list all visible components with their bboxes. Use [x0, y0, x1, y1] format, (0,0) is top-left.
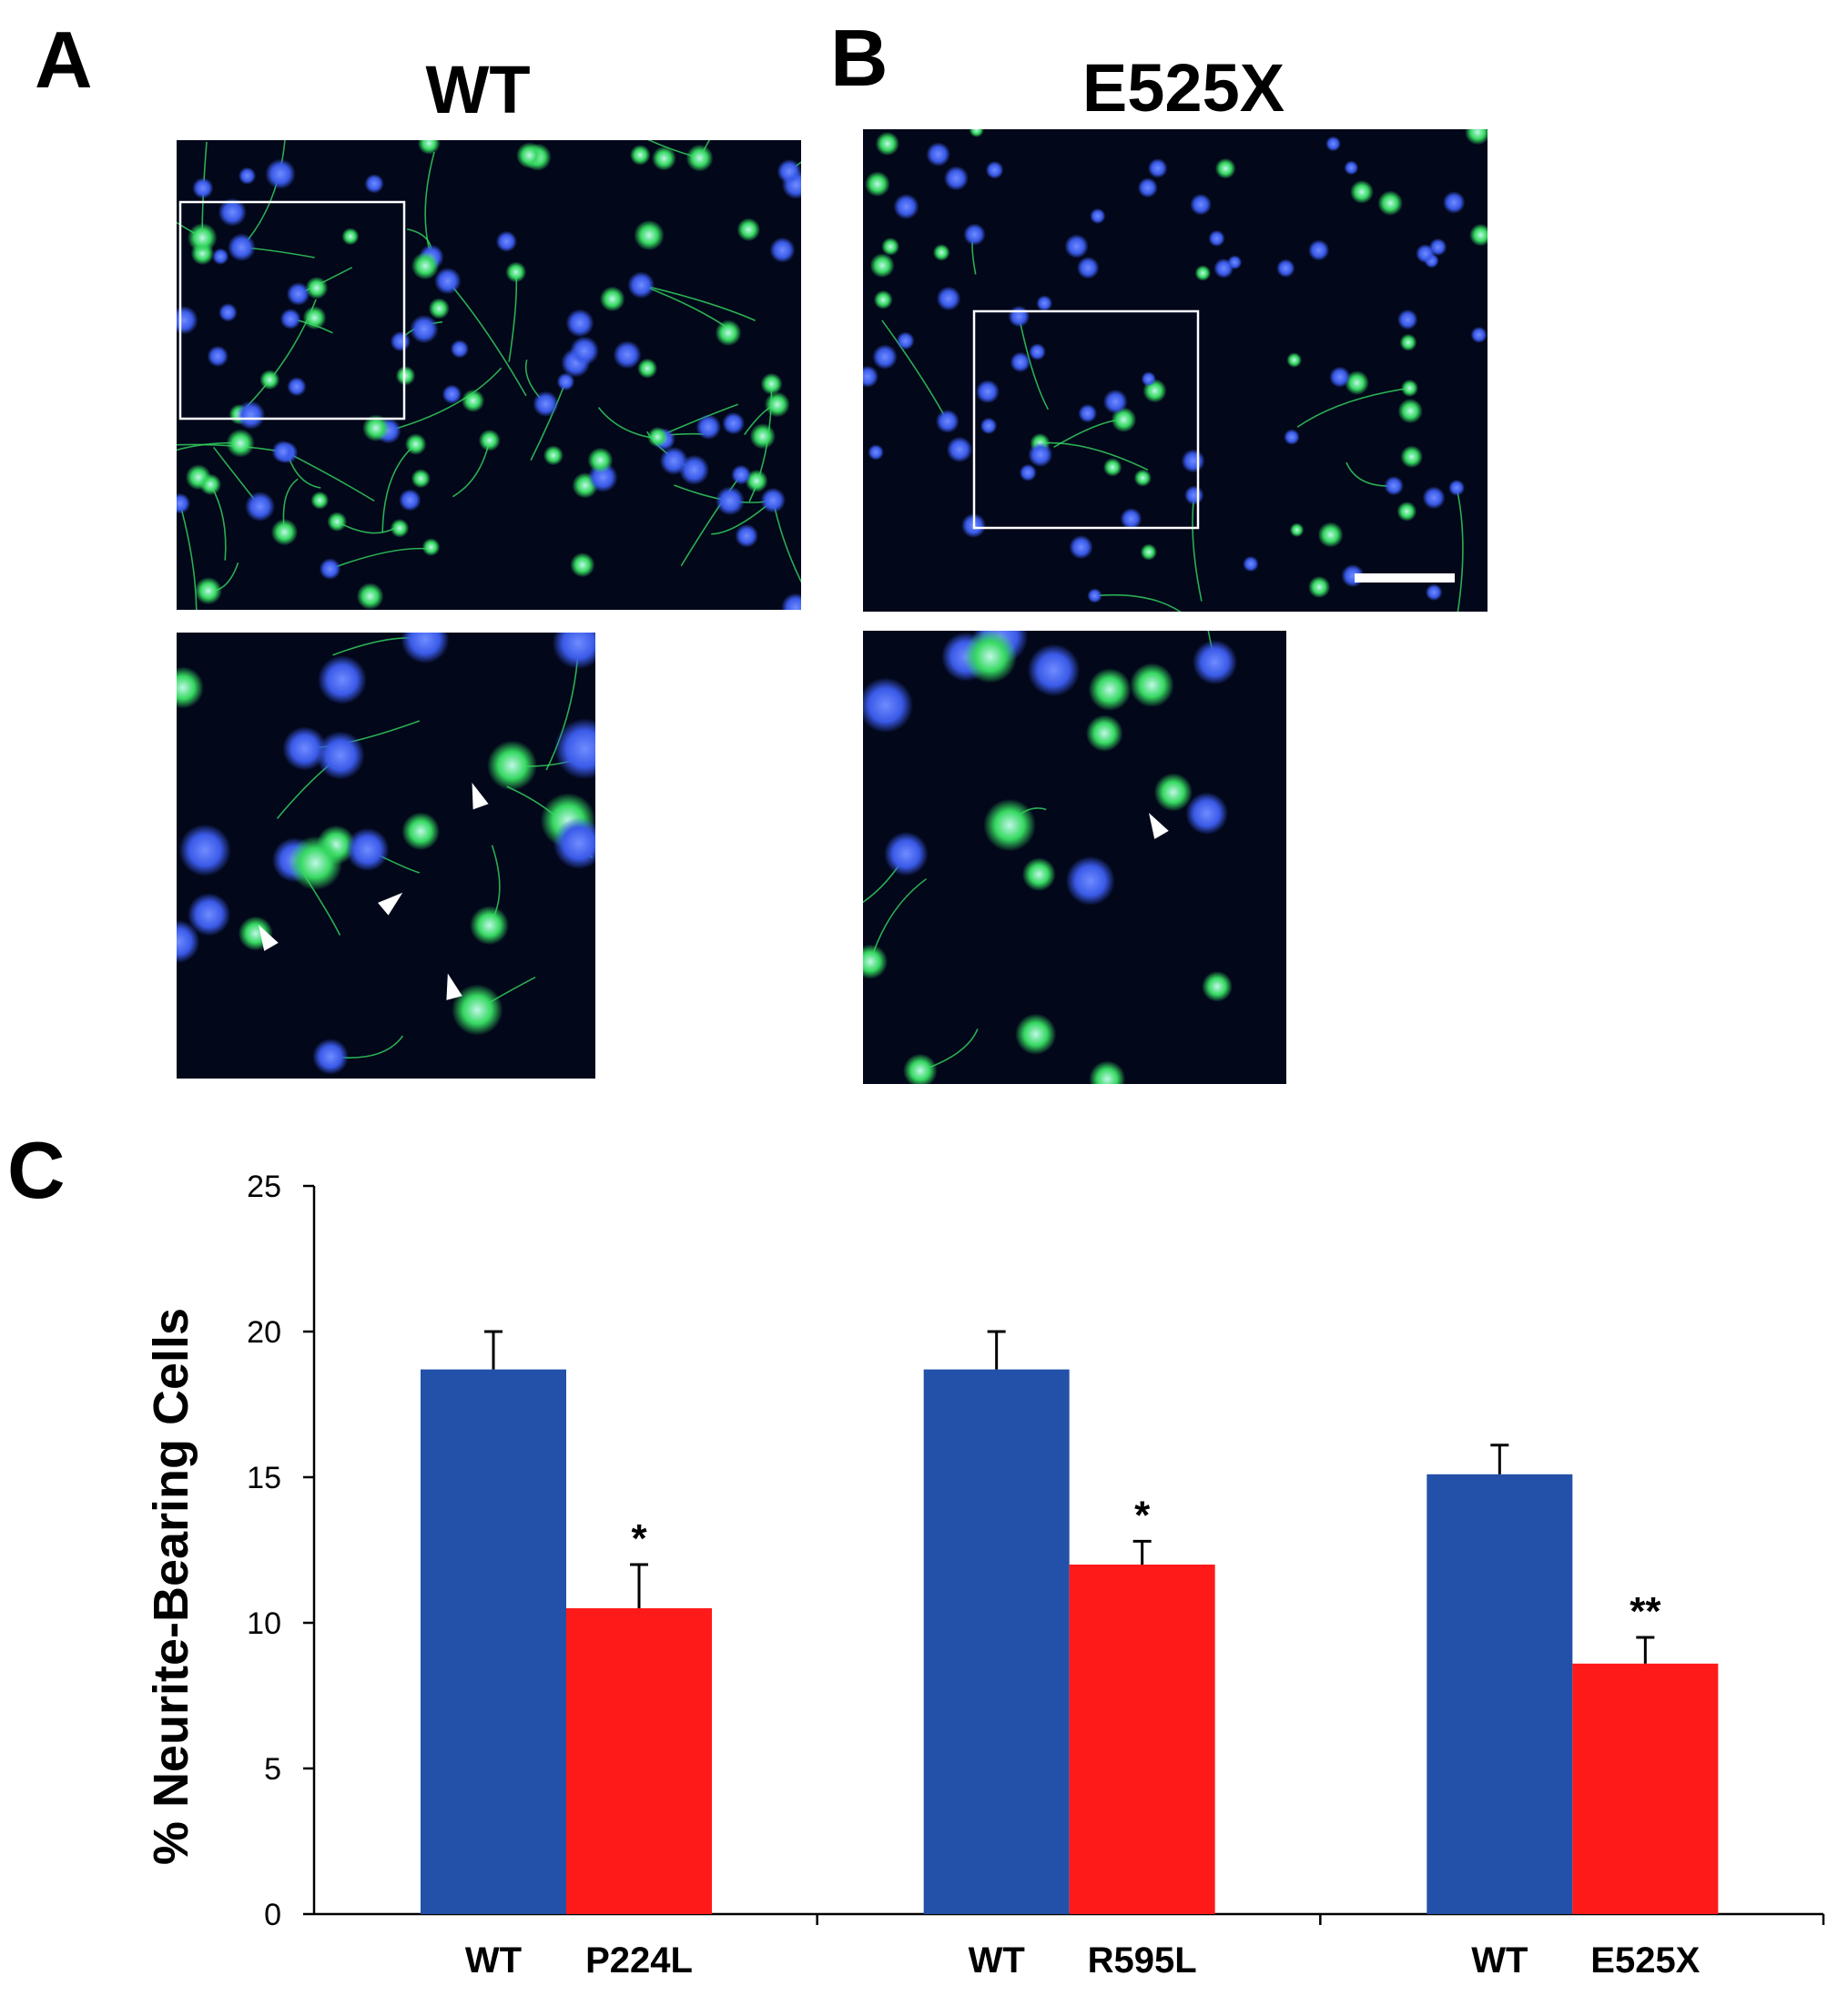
panel-c-letter: C: [7, 1125, 66, 1215]
bar-wt: [923, 1369, 1070, 1914]
panel-a-letter: A: [35, 15, 93, 105]
y-tick-label: 5: [264, 1752, 281, 1787]
significance-marker: *: [631, 1516, 647, 1561]
y-tick-label: 20: [247, 1315, 281, 1350]
x-category-label: R595L: [1088, 1940, 1197, 1981]
x-category-label: WT: [465, 1940, 522, 1981]
y-axis-label: % Neurite-Bearing Cells: [144, 1308, 198, 1865]
panel-b-letter: B: [830, 13, 888, 103]
e525x-inset-micrograph: [863, 631, 1286, 1084]
y-tick-label: 25: [247, 1170, 281, 1204]
y-tick-label: 10: [247, 1606, 281, 1641]
panel-b-title: E525X: [1081, 50, 1285, 126]
x-category-label: P224L: [585, 1940, 693, 1981]
bar-e525x: [1572, 1663, 1719, 1914]
bar-wt: [421, 1369, 566, 1914]
panel-a-title: WT: [425, 52, 531, 127]
bar-r595l: [1069, 1565, 1215, 1914]
y-tick-label: 15: [247, 1461, 281, 1495]
significance-marker: *: [1134, 1493, 1151, 1537]
bar-p224l: [566, 1608, 712, 1914]
y-tick-label: 0: [264, 1898, 281, 1932]
bar-wt: [1427, 1474, 1573, 1914]
x-category-label: WT: [969, 1940, 1025, 1981]
wt-inset-micrograph: [177, 633, 595, 1079]
significance-marker: **: [1630, 1589, 1661, 1634]
e525x-overview-micrograph: [863, 129, 1488, 612]
x-category-label: E525X: [1590, 1940, 1700, 1981]
wt-overview-micrograph: [177, 140, 801, 610]
x-category-label: WT: [1471, 1940, 1528, 1981]
